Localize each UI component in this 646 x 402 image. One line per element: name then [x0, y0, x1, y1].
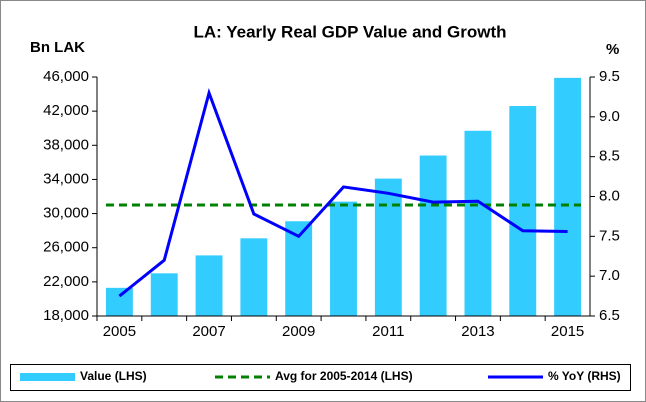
y2-tick-label: 8.0 — [599, 187, 620, 204]
y2-tick-label: 7.0 — [599, 267, 620, 284]
chart-title: LA: Yearly Real GDP Value and Growth — [193, 22, 506, 41]
y2-tick-label: 9.5 — [599, 68, 620, 85]
bar — [330, 201, 357, 316]
legend-label: Value (LHS) — [80, 369, 147, 383]
x-tick-label: 2015 — [551, 323, 584, 340]
x-tick-label: 2007 — [192, 323, 225, 340]
y-tick-label: 42,000 — [43, 102, 89, 119]
legend-swatch — [20, 373, 75, 381]
x-tick-label: 2005 — [103, 323, 136, 340]
y-tick-label: 46,000 — [43, 68, 89, 85]
x-tick-label: 2009 — [282, 323, 315, 340]
bar — [150, 273, 178, 316]
bar — [374, 178, 402, 316]
y-tick-label: 30,000 — [43, 205, 89, 222]
legend-label: % YoY (RHS) — [548, 369, 621, 383]
y2-tick-label: 7.5 — [599, 227, 620, 244]
x-tick-label: 2013 — [461, 323, 494, 340]
bar — [105, 287, 133, 316]
y-tick-label: 26,000 — [43, 239, 89, 256]
bar — [419, 155, 447, 316]
legend-label: Avg for 2005-2014 (LHS) — [275, 369, 413, 383]
line-series — [118, 87, 568, 298]
bar — [464, 130, 492, 316]
y-tick-label: 34,000 — [43, 170, 89, 187]
bar — [509, 106, 537, 317]
y2-axis-label: % — [606, 41, 619, 58]
bar — [195, 255, 223, 316]
y-tick-label: 22,000 — [43, 273, 89, 290]
y2-tick-label: 9.0 — [599, 108, 620, 125]
bar — [554, 77, 582, 316]
y-tick-label: 38,000 — [43, 136, 89, 153]
x-tick-label: 2011 — [372, 323, 404, 340]
y2-tick-label: 8.5 — [599, 148, 620, 165]
bar — [240, 238, 268, 316]
y-tick-label: 18,000 — [43, 307, 89, 324]
y2-tick-label: 6.5 — [599, 307, 620, 324]
y-axis-label: Bn LAK — [30, 39, 85, 56]
